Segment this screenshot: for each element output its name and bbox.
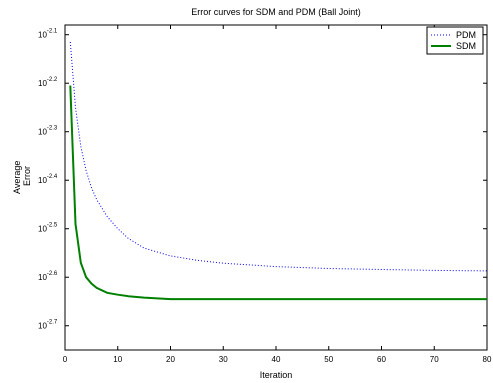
y-tick-label-6: 10-2.7	[38, 320, 58, 331]
y-tick-label-3: 10-2.4	[38, 174, 58, 185]
y-axis-label-line-2: Error	[22, 166, 32, 186]
plot-area	[64, 24, 488, 351]
y-tick-label-0: 10-2.1	[38, 29, 58, 40]
x-axis-label: Iteration	[260, 370, 293, 380]
x-tick-label-0: 0	[63, 355, 68, 364]
y-axis-label-line-1: Average	[12, 161, 22, 194]
x-tick-label-5: 50	[324, 355, 333, 364]
y-tick-label-5: 10-2.6	[38, 271, 58, 282]
x-tick-label-6: 60	[377, 355, 386, 364]
axis-ticks: 0 10 20 30 40 50 60 70 80 10-2.1 10-2.2 10-2.3 10-2.…	[38, 25, 492, 364]
y-axis-label: Average Error	[12, 158, 32, 194]
y-tick-label-1: 10-2.2	[38, 77, 58, 88]
x-tick-label-8: 80	[483, 355, 492, 364]
x-tick-label-3: 30	[219, 355, 228, 364]
chart-title: Error curves for SDM and PDM (Ball Joint…	[191, 7, 361, 17]
legend-box	[426, 26, 484, 55]
series-lines	[69, 41, 488, 301]
y-tick-label-2: 10-2.3	[38, 126, 58, 137]
x-tick-label-1: 10	[113, 355, 122, 364]
x-tick-label-2: 20	[166, 355, 175, 364]
y-tick-label-4: 10-2.5	[38, 223, 58, 234]
legend-label-sdm: SDM	[456, 41, 476, 51]
x-tick-label-4: 40	[272, 355, 281, 364]
x-tick-label-7: 70	[430, 355, 439, 364]
series-line-sdm	[69, 85, 487, 301]
legend: PDM SDM	[426, 26, 484, 55]
legend-label-pdm: PDM	[456, 30, 476, 40]
